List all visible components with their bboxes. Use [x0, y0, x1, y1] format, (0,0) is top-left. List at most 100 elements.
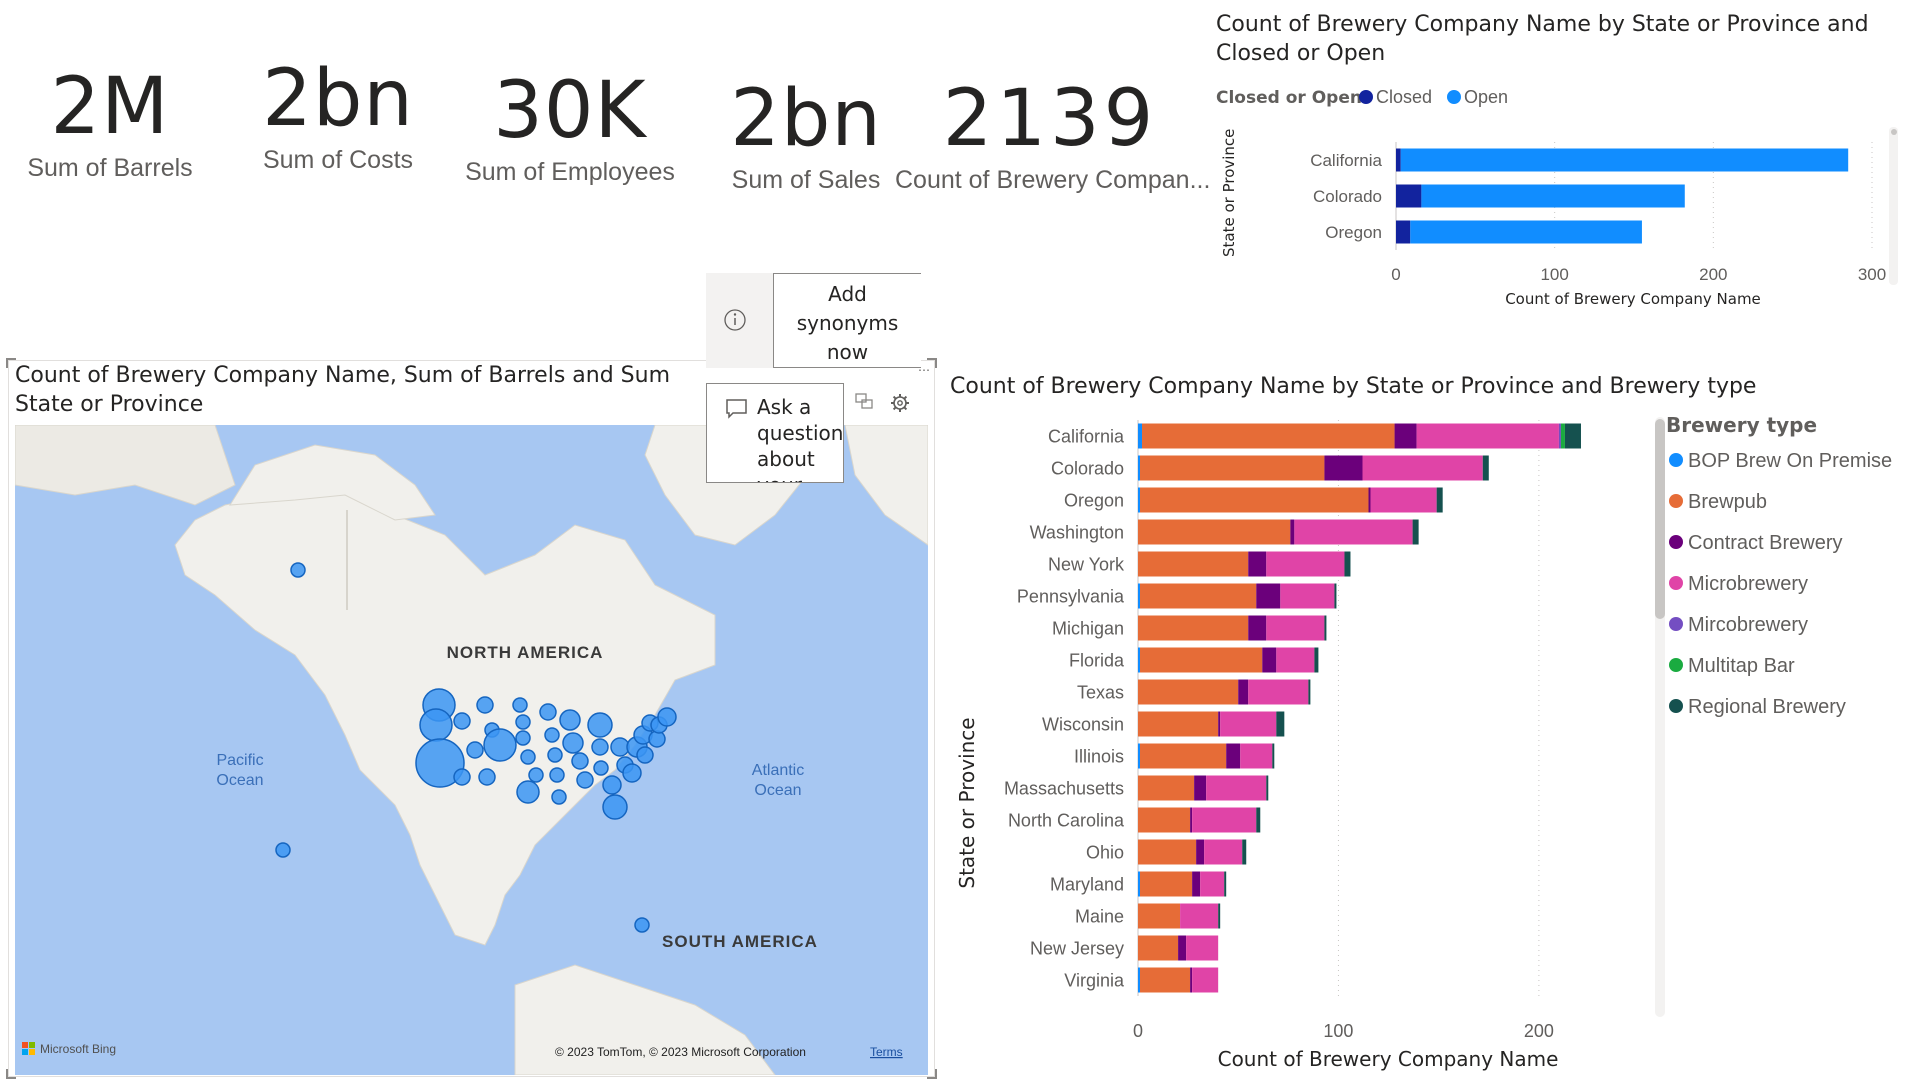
map-bubble[interactable]: [587, 712, 613, 738]
bar-segment[interactable]: [1178, 935, 1187, 961]
bar-segment[interactable]: [1138, 967, 1141, 993]
bar-segment[interactable]: [1560, 423, 1565, 449]
bar-segment[interactable]: [1370, 487, 1437, 513]
terms-link[interactable]: Terms: [870, 1045, 903, 1059]
scrollbar-thumb[interactable]: [1891, 129, 1897, 135]
bar-segment[interactable]: [1266, 551, 1345, 577]
bubble-map[interactable]: NORTH AMERICA SOUTH AMERICA Pacific Ocea…: [15, 425, 928, 1075]
bar-segment[interactable]: [1140, 743, 1227, 769]
bar-segment[interactable]: [1140, 583, 1257, 609]
kpi-card-employees[interactable]: 30K Sum of Employees: [460, 72, 680, 187]
add-synonyms-button[interactable]: Add synonyms now: [773, 273, 921, 368]
resize-handle[interactable]: [6, 1069, 16, 1079]
map-bubble[interactable]: [290, 562, 306, 578]
map-canvas[interactable]: NORTH AMERICA SOUTH AMERICA Pacific Ocea…: [15, 425, 928, 1075]
legend-label[interactable]: Regional Brewery: [1688, 696, 1846, 718]
bar-segment[interactable]: [1138, 871, 1141, 897]
bar-segment[interactable]: [1314, 647, 1319, 673]
map-bubble[interactable]: [476, 696, 494, 714]
bar-segment[interactable]: [1140, 647, 1263, 673]
bar-segment[interactable]: [1192, 807, 1257, 833]
legend[interactable]: Closed Open: [1359, 87, 1508, 107]
qa-toolbar[interactable]: [852, 388, 912, 418]
map-bubble[interactable]: [512, 697, 528, 713]
kpi-card-sales[interactable]: 2bn Sum of Sales: [716, 80, 896, 195]
gear-icon[interactable]: [891, 394, 909, 412]
bar-segment[interactable]: [1186, 935, 1219, 961]
info-icon[interactable]: [706, 273, 773, 368]
map-bubble[interactable]: [571, 752, 589, 770]
bar-segment[interactable]: [1324, 615, 1327, 641]
bar-segment[interactable]: [1396, 184, 1422, 208]
bar-segment[interactable]: [1138, 615, 1249, 641]
kpi-card-costs[interactable]: 2bn Sum of Costs: [248, 60, 428, 175]
bar-segment[interactable]: [1396, 148, 1401, 172]
bar-segment[interactable]: [1564, 423, 1581, 449]
map-bubble[interactable]: [528, 767, 544, 783]
map-bubble[interactable]: [634, 917, 650, 933]
scrollbar[interactable]: [1889, 127, 1898, 285]
bar-segment[interactable]: [1190, 807, 1193, 833]
map-bubble[interactable]: [275, 842, 291, 858]
bar-segment[interactable]: [1256, 807, 1261, 833]
map-bubble[interactable]: [602, 775, 622, 795]
bar-segment[interactable]: [1138, 423, 1143, 449]
bar-segment[interactable]: [1140, 871, 1193, 897]
bar-segment[interactable]: [1206, 775, 1267, 801]
bar-segment[interactable]: [1294, 519, 1413, 545]
bar-segment[interactable]: [1421, 184, 1685, 208]
map-bubble[interactable]: [453, 712, 471, 730]
bar-segment[interactable]: [1138, 487, 1141, 513]
bar-segment[interactable]: [1344, 551, 1351, 577]
bar-segment[interactable]: [1138, 519, 1291, 545]
bar-segment[interactable]: [1416, 423, 1559, 449]
map-bubble[interactable]: [559, 709, 581, 731]
bar-segment[interactable]: [1224, 871, 1227, 897]
bar-segment[interactable]: [1138, 679, 1239, 705]
bar-segment[interactable]: [1368, 487, 1371, 513]
map-bubble[interactable]: [591, 738, 609, 756]
bar-segment[interactable]: [1218, 903, 1221, 929]
map-bubble[interactable]: [551, 789, 567, 805]
bar-segment[interactable]: [1410, 220, 1642, 244]
bar-segment[interactable]: [1138, 775, 1195, 801]
bar-segment[interactable]: [1272, 743, 1275, 769]
legend-label[interactable]: Closed: [1376, 87, 1432, 107]
bar-segment[interactable]: [1262, 647, 1277, 673]
resize-handle[interactable]: [927, 358, 937, 368]
resize-handle[interactable]: [927, 1069, 937, 1079]
bar-segment[interactable]: [1290, 519, 1295, 545]
bar-segment[interactable]: [1266, 615, 1325, 641]
map-bubble[interactable]: [636, 746, 654, 764]
bar-segment[interactable]: [1436, 487, 1443, 513]
bar-segment[interactable]: [1276, 711, 1285, 737]
legend-label[interactable]: Mircobrewery: [1688, 614, 1808, 636]
bar-segment[interactable]: [1138, 839, 1197, 865]
map-bubble[interactable]: [483, 728, 517, 762]
map-bubble[interactable]: [547, 747, 563, 763]
bar-segment[interactable]: [1138, 807, 1191, 833]
map-bubble[interactable]: [549, 767, 565, 783]
brewery-type-bar-chart[interactable]: State or Province California Colorado Oreg…: [948, 405, 1912, 1075]
bar-segment[interactable]: [1242, 839, 1247, 865]
bar-segment[interactable]: [1200, 871, 1225, 897]
bar-segment[interactable]: [1412, 519, 1419, 545]
bar-segment[interactable]: [1558, 423, 1561, 449]
legend-label[interactable]: Open: [1464, 87, 1508, 107]
bar-segment[interactable]: [1138, 711, 1219, 737]
bar-segment[interactable]: [1140, 455, 1325, 481]
map-bubble[interactable]: [516, 780, 540, 804]
bar-segment[interactable]: [1192, 871, 1201, 897]
bar-segment[interactable]: [1194, 775, 1207, 801]
bar-segment[interactable]: [1138, 583, 1141, 609]
bar-segment[interactable]: [1138, 743, 1141, 769]
bar-segment[interactable]: [1248, 615, 1267, 641]
bar-segment[interactable]: [1138, 551, 1249, 577]
kpi-card-barrels[interactable]: 2M Sum of Barrels: [20, 68, 200, 183]
bar-segment[interactable]: [1280, 583, 1335, 609]
bar-segment[interactable]: [1308, 679, 1311, 705]
bar-segment[interactable]: [1220, 711, 1277, 737]
bar-segment[interactable]: [1362, 455, 1483, 481]
legend[interactable]: BOP Brew On Premise Brewpub Contract Brewe…: [1669, 450, 1892, 718]
bars[interactable]: [1138, 423, 1581, 993]
